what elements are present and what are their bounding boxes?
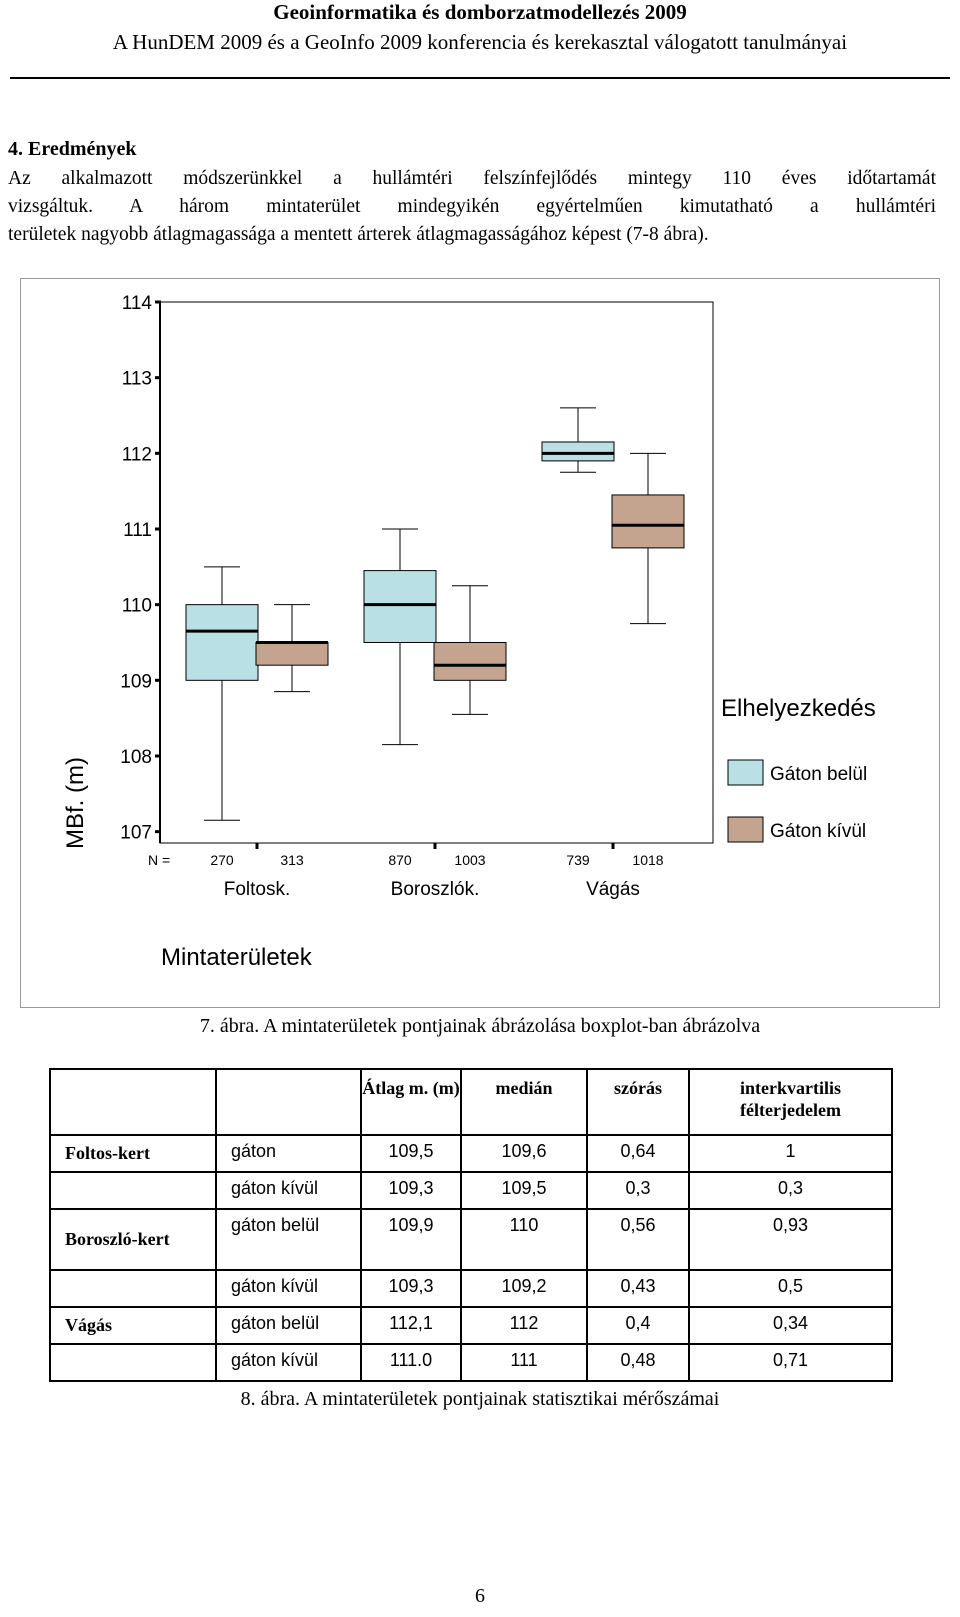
n-value: 739: [566, 852, 590, 868]
running-header-title: Geoinformatika és domborzatmodellezés 20…: [273, 0, 687, 24]
legend-swatch: [727, 816, 764, 843]
box: [433, 641, 507, 681]
iqr-cell: 0,93: [688, 1208, 893, 1271]
y-tick-label: 107: [120, 823, 152, 844]
table-header-cell: [49, 1068, 217, 1136]
sd-cell: 0,43: [586, 1269, 690, 1308]
paragraph-line: területek nagyobb átlagmagassága a mente…: [8, 224, 709, 245]
row-label: [49, 1171, 217, 1210]
legend-title: Elhelyezkedés: [721, 695, 876, 722]
figure-7-caption: 7. ábra. A mintaterületek pontjainak ábr…: [199, 1015, 761, 1037]
page-number: 6: [475, 1585, 485, 1607]
legend-label: Gáton belül: [770, 764, 867, 785]
n-label: N =: [148, 852, 170, 868]
y-tick-label: 108: [120, 747, 152, 768]
row-label: Foltos-kert: [49, 1134, 217, 1173]
header-rule: [10, 77, 950, 79]
x-axis-label: Mintaterületek: [161, 944, 313, 971]
x-category-label: Boroszlók.: [391, 879, 480, 900]
median-cell: 110: [460, 1208, 588, 1271]
sd-cell: 0,64: [586, 1134, 690, 1173]
sd-cell: 0,56: [586, 1208, 690, 1271]
iqr-cell: 1: [688, 1134, 893, 1173]
row-sublabel: gáton belül: [215, 1208, 362, 1271]
iqr-cell: 0,5: [688, 1269, 893, 1308]
section-heading: 4. Eredmények: [8, 138, 137, 160]
boxplot-figure: 107 108 109 110 111 112 113 114 MBf. (m) N = 270 31…: [20, 278, 940, 1008]
median-cell: 109,5: [460, 1171, 588, 1210]
median-cell: 111: [460, 1343, 588, 1382]
x-category-label: Foltosk.: [224, 879, 291, 900]
iqr-cell: 0,3: [688, 1171, 893, 1210]
iqr-cell: 0,34: [688, 1306, 893, 1345]
box: [185, 604, 259, 681]
box: [611, 494, 685, 549]
n-value: 313: [280, 852, 304, 868]
box: [255, 641, 329, 666]
n-value: 870: [388, 852, 412, 868]
mean-cell: 111.0: [360, 1343, 462, 1382]
n-value: 1018: [632, 852, 663, 868]
mean-cell: 109,3: [360, 1171, 462, 1210]
box: [541, 441, 615, 462]
paragraph-line: Az alkalmazott módszerünkkel a hullámtér…: [8, 168, 936, 189]
row-sublabel: gáton kívül: [215, 1171, 362, 1210]
row-sublabel: gáton: [215, 1134, 362, 1173]
row-sublabel: gáton kívül: [215, 1269, 362, 1308]
statistics-table: Átlag m. (m) medián szórás interkvartili…: [49, 1068, 893, 1382]
x-category-label: Vágás: [586, 879, 640, 900]
iqr-cell: 0,71: [688, 1343, 893, 1382]
body-paragraph: Az alkalmazott módszerünkkel a hullámtér…: [8, 165, 936, 249]
y-tick-label: 113: [122, 369, 152, 390]
table-row: Boroszló-kert gáton belül 109,9 110 0,56…: [49, 1208, 893, 1271]
table-header-sd: szórás: [586, 1068, 690, 1136]
n-value: 270: [210, 852, 234, 868]
y-tick-label: 111: [123, 520, 152, 541]
mean-cell: 109,3: [360, 1269, 462, 1308]
table-header-cell: [215, 1068, 362, 1136]
table-row: Vágás gáton belül 112,1 112 0,4 0,34: [49, 1306, 893, 1345]
boxplot-chart: 107 108 109 110 111 112 113 114 MBf. (m) N = 270 31…: [62, 293, 876, 971]
y-tick-label: 109: [120, 671, 152, 692]
sd-cell: 0,48: [586, 1343, 690, 1382]
table-header-row: Átlag m. (m) medián szórás interkvartili…: [49, 1068, 893, 1136]
mean-cell: 112,1: [360, 1306, 462, 1345]
median-cell: 109,6: [460, 1134, 588, 1173]
sd-cell: 0,3: [586, 1171, 690, 1210]
y-tick-label: 112: [122, 444, 152, 465]
y-axis-label: MBf. (m): [62, 757, 89, 849]
legend-swatch: [727, 759, 764, 786]
n-value: 1003: [454, 852, 485, 868]
row-label: Vágás: [49, 1306, 217, 1345]
median-cell: 112: [460, 1306, 588, 1345]
sd-cell: 0,4: [586, 1306, 690, 1345]
paragraph-line: vizsgáltuk. A három mintaterület mindegy…: [8, 196, 936, 217]
box: [363, 570, 437, 643]
running-header-subtitle: A HunDEM 2009 és a GeoInfo 2009 konferen…: [112, 30, 848, 54]
mean-cell: 109,9: [360, 1208, 462, 1271]
row-sublabel: gáton kívül: [215, 1343, 362, 1382]
row-sublabel: gáton belül: [215, 1306, 362, 1345]
table-row: Foltos-kert gáton 109,5 109,6 0,64 1: [49, 1134, 893, 1173]
table-row: gáton kívül 111.0 111 0,48 0,71: [49, 1343, 893, 1382]
y-tick-label: 114: [122, 293, 153, 314]
table-row: gáton kívül 109,3 109,5 0,3 0,3: [49, 1171, 893, 1210]
median-cell: 109,2: [460, 1269, 588, 1308]
row-label: Boroszló-kert: [49, 1208, 217, 1271]
table-header-mean: Átlag m. (m): [360, 1068, 462, 1136]
table-header-median: medián: [460, 1068, 588, 1136]
figure-8-caption: 8. ábra. A mintaterületek pontjainak sta…: [240, 1388, 720, 1410]
legend-label: Gáton kívül: [770, 821, 866, 842]
y-tick-label: 110: [122, 596, 152, 617]
mean-cell: 109,5: [360, 1134, 462, 1173]
row-label: [49, 1269, 217, 1308]
table-row: gáton kívül 109,3 109,2 0,43 0,5: [49, 1269, 893, 1308]
table-header-iqr: interkvartilis félterjedelem: [688, 1068, 893, 1136]
row-label: [49, 1343, 217, 1382]
